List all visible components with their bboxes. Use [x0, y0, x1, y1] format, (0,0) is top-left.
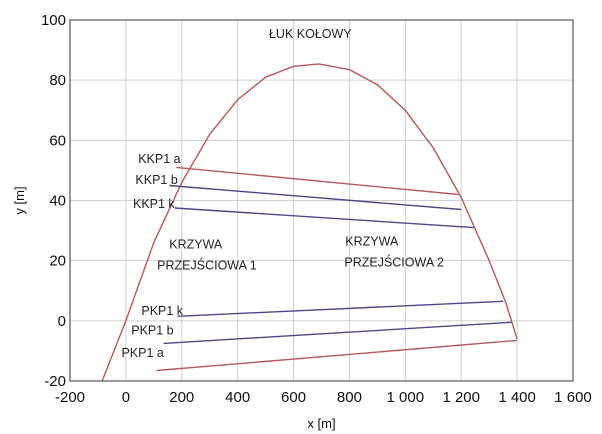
series-line-0 [101, 63, 518, 382]
plot-frame [69, 19, 574, 382]
annotation-label: ŁUK KOŁOWY [269, 27, 352, 41]
x-axis-label: x [m] [307, 416, 335, 431]
y-tick-label: 0 [58, 313, 66, 330]
series-line-6 [156, 339, 518, 372]
y-axis-label: y [m] [12, 186, 27, 214]
annotations-layer: ŁUK KOŁOWY KKP1 a KKP1 b KKP1 k KRZYWA PRZEJŚ… [121, 27, 444, 360]
y-axis-ticks: -20 0 20 40 60 80 100 [41, 12, 66, 390]
annotation-label: PRZEJŚCIOWA 2 [344, 255, 444, 270]
x-tick-label: 600 [281, 389, 306, 406]
annotation-label: KKP1 b [135, 173, 177, 187]
series-line-2 [169, 184, 462, 211]
annotation-label: KKP1 a [138, 152, 180, 166]
x-tick-label: -200 [55, 389, 85, 406]
y-tick-label: 100 [41, 12, 66, 29]
y-tick-label: 20 [49, 253, 66, 270]
x-tick-label: 1 000 [387, 389, 425, 406]
x-tick-label: 1 600 [554, 389, 592, 406]
annotation-label: PKP1 b [131, 323, 173, 337]
y-tick-label: 40 [49, 193, 66, 210]
annotation-label: PKP1 a [121, 346, 163, 360]
x-tick-label: 200 [169, 389, 194, 406]
annotation-label: PRZEJŚCIOWA 1 [157, 258, 257, 273]
annotation-label: KRZYWA [169, 238, 223, 252]
y-tick-label: 60 [49, 132, 66, 149]
series-line-4 [177, 300, 504, 317]
x-tick-label: 0 [122, 389, 130, 406]
x-tick-label: 800 [337, 389, 362, 406]
series-line-5 [163, 321, 512, 345]
annotation-label: KKP1 k [133, 197, 175, 211]
annotation-label: PKP1 k [141, 304, 183, 318]
x-tick-label: 1 200 [442, 389, 480, 406]
y-tick-label: -20 [44, 373, 66, 390]
annotation-label: KRZYWA [345, 235, 399, 249]
series-layer [101, 63, 518, 382]
series-line-3 [174, 207, 474, 229]
x-axis-ticks: -200 0 200 400 600 800 1 000 1 200 1 400 1 600 [55, 389, 592, 406]
y-tick-label: 80 [49, 72, 66, 89]
series-line-1 [176, 166, 459, 196]
x-tick-label: 1 400 [498, 389, 536, 406]
x-tick-label: 400 [225, 389, 250, 406]
